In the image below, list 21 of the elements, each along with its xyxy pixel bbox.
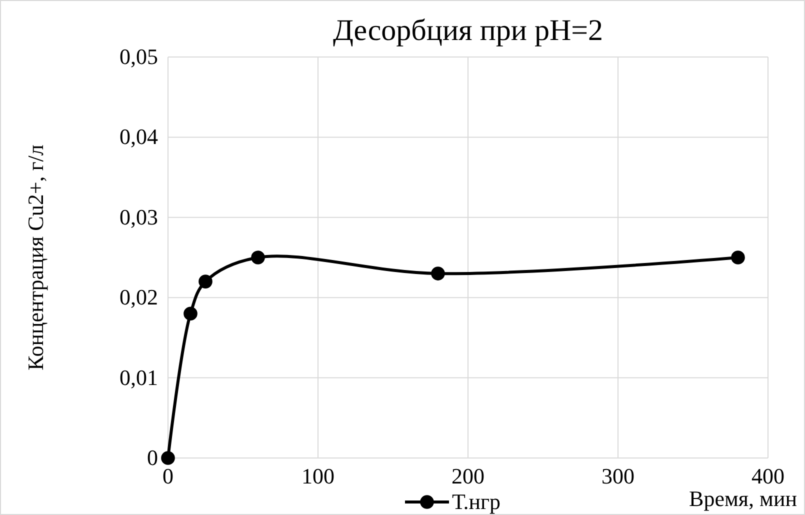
point — [184, 306, 198, 321]
y-tick-label: 0,03 — [120, 204, 158, 230]
x-tick-label: 200 — [452, 464, 484, 489]
chart-title: Десорбция при pH=2 — [332, 14, 604, 47]
x-axis-title: Время, мин — [689, 486, 798, 511]
y-tick-label: 0,05 — [120, 44, 158, 70]
point — [251, 250, 265, 264]
x-tick-label: 300 — [602, 464, 634, 489]
y-tick-label: 0,04 — [120, 124, 158, 150]
point — [161, 451, 175, 465]
y-tick-label: 0 — [147, 445, 158, 470]
point — [431, 266, 445, 280]
legend-label: Т.нгр — [452, 489, 501, 514]
x-tick-label: 0 — [162, 464, 174, 489]
point — [198, 274, 212, 288]
x-tick-label: 400 — [752, 464, 784, 489]
x-tick-label: 100 — [302, 464, 334, 489]
y-axis-title: Концентрация Cu2+, г/л — [23, 144, 48, 370]
y-tick-label: 0,01 — [120, 364, 158, 390]
y-tick-label: 0,02 — [120, 284, 158, 310]
point — [731, 250, 745, 264]
